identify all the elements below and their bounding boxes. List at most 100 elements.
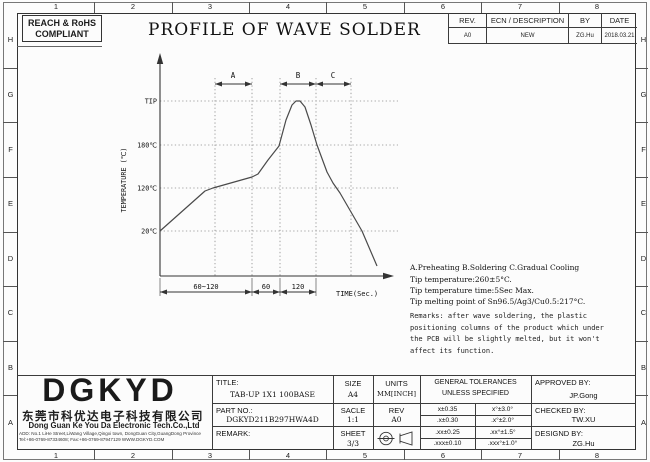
grid-row-label: A <box>7 418 13 427</box>
note-tip-time: Tip temperature time:5Sec Max. <box>410 286 534 295</box>
tolerances-header1: GENERAL TOLERANCES <box>434 379 517 386</box>
tolerance-cell: .xxx±0.10 <box>433 440 462 447</box>
horizontal-gridlines <box>160 100 398 232</box>
title-block-line <box>420 438 531 439</box>
dimension-extension-lines <box>159 278 317 296</box>
border-tick <box>3 177 17 178</box>
rev-cell-ecn: NEW <box>486 28 568 44</box>
border-tick <box>636 232 648 233</box>
sheet-value: 3/3 <box>346 439 360 448</box>
time-dimension-lines <box>160 289 316 295</box>
tolerance-cell: .x°±2.0° <box>491 417 514 424</box>
tolerance-cell: .x±0.30 <box>436 417 459 424</box>
grid-col-label: 6 <box>440 2 446 11</box>
designed-by-label: DESIGND BY: <box>535 429 583 438</box>
title-block-line <box>531 375 532 450</box>
border-tick <box>94 450 95 460</box>
y-axis-arrow <box>156 53 164 64</box>
border-tick <box>326 2 327 13</box>
border-tick <box>636 122 648 123</box>
grid-col-label: 8 <box>594 2 600 11</box>
title-block-line <box>420 375 421 450</box>
tolerances-header2: UNLESS SPECIFIED <box>442 390 509 397</box>
grid-col-label: 3 <box>207 2 213 11</box>
grid-col-label: 3 <box>207 451 213 460</box>
grid-row-label: G <box>640 90 647 99</box>
grid-row-label: C <box>7 308 14 317</box>
section-c-label: C <box>331 71 336 80</box>
company-name-cn: 东莞市科优达电子科技有限公司 <box>22 411 204 423</box>
part-no-value: DGKYD211B297HWA4D <box>226 415 319 424</box>
tolerance-cell: .xx°±1.5° <box>489 429 516 436</box>
sheet-label: SHEET <box>340 429 366 438</box>
grid-col-label: 6 <box>440 451 446 460</box>
title-block-line <box>420 415 531 416</box>
checked-by-value: TW.XU <box>571 415 596 424</box>
company-address: ADD: No.1 LiHe Street,LiWang Village,Qin… <box>19 431 201 436</box>
grid-row-label: D <box>7 254 14 263</box>
grid-row-label: H <box>640 35 647 44</box>
size-value: A4 <box>347 390 359 399</box>
border-tick <box>172 450 173 460</box>
ytick-tip: TIP <box>145 98 157 106</box>
grid-row-label: D <box>640 254 647 263</box>
rev-cell-date: 2018.03.21 <box>601 28 637 44</box>
grid-col-label: 7 <box>517 2 523 11</box>
grid-col-label: 7 <box>517 451 523 460</box>
border-tick <box>3 286 17 287</box>
grid-row-label: C <box>640 308 647 317</box>
section-a-arrow <box>215 81 252 87</box>
dim-label-preheat: 60~120 <box>193 283 218 291</box>
badge-underline <box>17 46 102 47</box>
border-tick <box>636 395 648 396</box>
title-label: TITLE: <box>216 378 239 387</box>
border-tick <box>636 286 648 287</box>
title-block-line <box>333 375 334 450</box>
note-legend: A.Preheating B.Soldering C.Gradual Cooli… <box>410 263 580 272</box>
tolerance-cell: x°±3.0° <box>491 406 514 413</box>
x-axis-title: TIME(Sec.) <box>336 290 378 298</box>
grid-row-label: E <box>640 199 646 208</box>
size-label: SIZE <box>344 379 362 388</box>
rev-header-ecn: ECN / DESCRIPTION <box>486 13 568 28</box>
border-tick <box>636 177 648 178</box>
remark-label: REMARK: <box>216 429 251 438</box>
border-tick <box>559 2 560 13</box>
checked-by-label: CHECKED BY: <box>535 406 586 415</box>
company-name-en: Dong Guan Ke You Da Electronic Tech.Co.,… <box>28 421 200 430</box>
section-b-label: B <box>296 71 301 80</box>
grid-row-label: B <box>7 363 13 372</box>
border-tick <box>404 2 405 13</box>
rev-cell-by: ZG.Hu <box>568 28 601 44</box>
y-axis-title: TEMPERATURE (℃) <box>120 148 128 213</box>
scale-value: 1:1 <box>346 415 360 424</box>
border-tick <box>559 450 560 460</box>
title-value: TAB-UP 1X1 100BASE <box>229 390 316 399</box>
rev-cell-rev: A0 <box>448 28 486 44</box>
section-a-label: A <box>231 71 236 80</box>
compliance-line1: REACH & RoHS <box>27 17 96 28</box>
rev-label: REV <box>388 406 405 415</box>
border-tick <box>636 341 648 342</box>
revision-table: REV. ECN / DESCRIPTION BY DATE A0 NEW ZG… <box>448 13 637 44</box>
x-axis-arrow <box>383 272 394 280</box>
border-tick <box>249 2 250 13</box>
scale-label: SACLE <box>340 406 366 415</box>
title-block-line <box>212 375 213 450</box>
approved-by-label: APPROVED BY: <box>535 378 591 387</box>
tolerance-cell: .xx±0.25 <box>435 429 460 436</box>
border-tick <box>3 232 17 233</box>
border-tick <box>3 341 17 342</box>
company-contact: Tel:+86-0769-87334608; Fax:+86-0769-8794… <box>19 437 165 442</box>
grid-col-label: 2 <box>130 451 136 460</box>
company-logo: DGKYD <box>42 372 178 408</box>
border-tick <box>636 68 648 69</box>
border-tick <box>3 395 17 396</box>
sheet-outer-border <box>3 2 647 460</box>
temperature-curve <box>159 100 378 267</box>
border-tick <box>94 2 95 13</box>
rev-value: A0 <box>391 415 402 424</box>
grid-row-label: E <box>7 199 13 208</box>
page-title: PROFILE OF WAVE SOLDER <box>148 20 421 40</box>
